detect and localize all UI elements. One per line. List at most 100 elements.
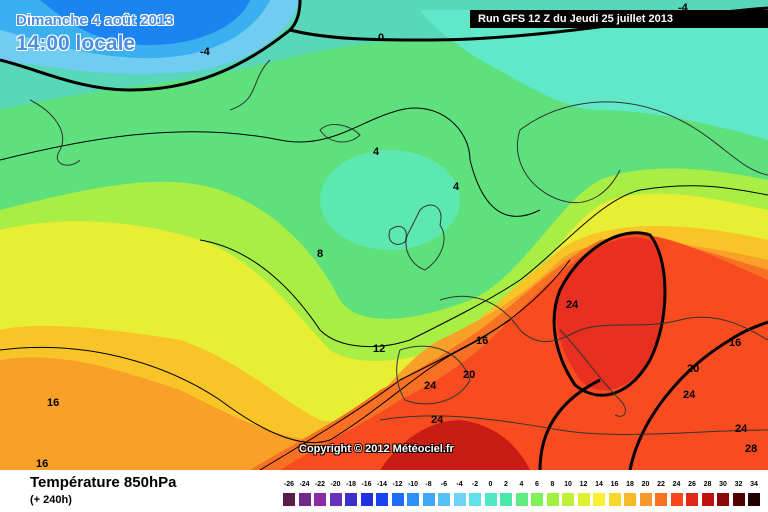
copyright-text: Copyright © 2012 Météociel.fr (299, 443, 454, 455)
field-cyan-pool (320, 150, 460, 250)
legend-swatch (407, 493, 419, 506)
legend-label: -20 (330, 481, 341, 488)
contour-12 (199, 185, 768, 348)
contour-20 (259, 319, 511, 470)
legend-swatch (639, 493, 652, 506)
contour-label: 16 (36, 458, 49, 470)
legend-swatch (376, 493, 388, 506)
legend-label: -26 (283, 481, 295, 488)
legend-swatch (422, 493, 435, 506)
legend-swatch (624, 493, 636, 506)
coast-scandinavia (516, 101, 768, 204)
legend-label: 18 (626, 481, 634, 488)
legend-label: 24 (672, 481, 681, 488)
coast-greenland (29, 59, 271, 166)
legend-swatch (593, 493, 605, 506)
legend-swatch (732, 493, 745, 506)
legend-swatch (515, 493, 528, 506)
contour-label: 4 (373, 146, 380, 158)
contour-label: 28 (745, 443, 758, 455)
legend-swatch (748, 493, 760, 506)
run-info: Run GFS 12 Z du Jeudi 25 juillet 2013 (470, 10, 768, 28)
legend-swatch (577, 493, 590, 506)
contour-label: 16 (47, 397, 60, 409)
legend-label: 34 (750, 481, 758, 488)
legend-swatch (360, 493, 373, 506)
contour-label: 24 (424, 380, 437, 392)
legend-label: -4 (456, 481, 463, 488)
contour-label: 12 (373, 343, 386, 355)
legend-label: -8 (425, 481, 432, 488)
coast-europe (439, 295, 768, 343)
legend-swatch (500, 493, 512, 506)
legend-label: -18 (345, 481, 357, 488)
legend-label: 22 (657, 481, 665, 488)
contour-label: 20 (687, 363, 700, 375)
contour-label: -4 (678, 2, 688, 14)
coast-iberia (396, 345, 471, 405)
legend-label: -22 (314, 481, 326, 488)
field-deep-blue (40, 0, 250, 45)
legend-swatch (546, 493, 559, 506)
legend-swatch (655, 493, 667, 506)
coast-north-africa (379, 415, 768, 435)
contour-label: 24 (683, 389, 696, 401)
variable-title: Température 850hPa (30, 474, 177, 491)
legend-label: -16 (361, 481, 372, 488)
contour-4 (0, 107, 541, 217)
temperature-map: Dimanche 4 août 2013 14:00 locale Run GF… (0, 0, 768, 470)
contour-label: 24 (566, 299, 579, 311)
legend-swatch (314, 493, 326, 506)
contour-24 (552, 231, 667, 397)
legend-swatch (484, 493, 497, 506)
legend-label: 8 (550, 481, 555, 488)
map-canvas (0, 0, 768, 470)
coast-italy (559, 329, 626, 417)
coast-iceland (319, 124, 361, 143)
legend-swatch (283, 493, 295, 506)
legend-label: 10 (564, 481, 572, 488)
contour-label: 24 (735, 423, 748, 435)
contour-label: -4 (200, 46, 210, 58)
forecast-time: 14:00 locale (16, 32, 136, 55)
legend-swatch (670, 493, 683, 506)
contour-label: 8 (317, 248, 324, 260)
legend-label: 26 (688, 481, 696, 488)
contour-24-south (538, 378, 601, 470)
coast-ireland (388, 226, 407, 245)
legend-swatch (469, 493, 481, 506)
legend-label: -10 (407, 481, 419, 488)
legend-swatch (391, 493, 404, 506)
legend-label: 6 (535, 481, 539, 488)
field-cyan-ne (420, 10, 768, 140)
legend-swatch (562, 493, 574, 506)
field-dark-red (380, 420, 530, 470)
contour-label: 4 (453, 181, 460, 193)
legend-label: 14 (595, 481, 603, 488)
coast-britain (405, 204, 445, 271)
legend-label: -6 (440, 481, 448, 488)
legend-label: 20 (641, 481, 650, 488)
contour-label: 20 (463, 369, 476, 381)
legend-swatch (717, 493, 729, 506)
field-deep-red (556, 237, 665, 391)
legend-label: -12 (392, 481, 403, 488)
legend-swatch (531, 493, 543, 506)
legend-label: 30 (719, 481, 727, 488)
legend-label: 32 (734, 481, 743, 488)
forecast-date: Dimanche 4 août 2013 (16, 12, 174, 29)
legend-label: -2 (471, 481, 479, 488)
contour-label: 16 (476, 335, 489, 347)
legend-label: 16 (610, 481, 619, 488)
legend-label: 4 (519, 481, 524, 488)
legend-label: -24 (299, 481, 310, 488)
lead-time: (+ 240h) (30, 494, 72, 506)
legend-swatch (686, 493, 698, 506)
legend-label: -14 (376, 481, 388, 488)
legend-swatch (438, 493, 450, 506)
contour-label: 16 (729, 337, 742, 349)
legend-label: 0 (488, 481, 493, 488)
legend-swatch (329, 493, 342, 506)
legend-swatch (298, 493, 311, 506)
contour-label: 24 (431, 414, 444, 426)
